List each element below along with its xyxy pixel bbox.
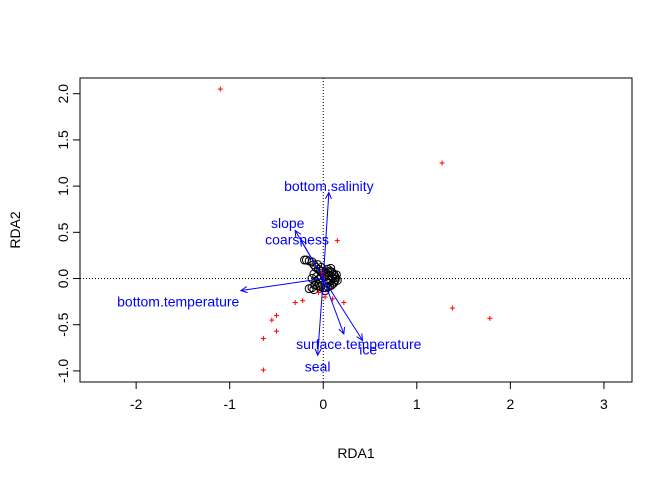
arrow-shaft [317,278,324,356]
arrow-head [314,348,322,357]
site-point [309,269,319,279]
arrow-label: surface.temperature [296,336,421,352]
site-point [312,272,322,282]
species-point [292,300,298,306]
species-point [316,289,322,295]
x-tick-label: 3 [600,396,608,412]
biplot-arrow: bottom.temperature [117,278,324,310]
arrow-head [239,286,248,294]
arrow-head [338,326,345,336]
site-point [331,270,341,280]
arrow-head [324,191,332,200]
arrow-shaft [322,278,363,341]
species-point [449,305,455,311]
x-tick-label: -1 [223,396,236,412]
y-tick-label: 1.0 [55,176,71,196]
arrow-label: bottom.temperature [117,294,239,310]
biplot-arrow: ice [322,278,377,358]
species-scores [217,86,493,373]
biplot-arrow: coarsness [265,232,329,279]
species-point [260,336,266,342]
arrow-head [294,229,302,238]
arrow-shaft [322,192,330,279]
y-tick-label: -0.5 [55,312,71,336]
arrow-label: slope [271,215,305,231]
biplot-arrow: seal [305,278,331,374]
species-point [322,294,328,300]
species-point [273,312,279,318]
arrow-label: coarsness [265,232,329,248]
x-axis-title: RDA1 [337,445,375,461]
species-point [439,160,445,166]
x-tick-label: 0 [319,396,327,412]
species-point [260,367,266,373]
site-point [307,274,317,284]
site-point [309,285,319,295]
site-point [326,263,336,273]
species-point [300,298,306,304]
biplot-arrow: surface.temperature [296,278,422,352]
y-tick-label: 2.0 [55,84,71,104]
reference-lines [80,78,632,382]
y-tick-label: 0.5 [55,222,71,242]
site-point [332,275,342,285]
x-axis: -2 -1 0 1 2 3 [130,382,608,412]
x-tick-label: 2 [506,396,514,412]
site-point [304,284,314,294]
arrow-label: seal [305,358,331,374]
species-point [341,300,347,306]
species-point [269,317,275,323]
species-point [273,328,279,334]
arrow-shaft [240,278,324,292]
arrow-head [300,238,307,247]
x-tick-label: -2 [130,396,143,412]
arrow-label: ice [359,342,377,358]
y-tick-label: 0.0 [55,269,71,289]
y-axis-title: RDA2 [7,211,23,249]
arrow-shaft [300,239,324,279]
biplot-arrow: bottom.salinity [284,178,374,279]
arrow-head [356,333,364,342]
y-tick-label: -1.0 [55,359,71,383]
arrow-label: bottom.salinity [284,178,373,194]
y-axis: -1.0 -0.5 0.0 0.5 1.0 1.5 2.0 [55,84,80,383]
plot-frame [79,77,633,383]
species-point [334,238,340,244]
species-point [487,315,493,321]
y-tick-label: 1.5 [55,130,71,150]
species-point [217,86,223,92]
arrow-shaft [322,278,345,335]
x-tick-label: 1 [413,396,421,412]
